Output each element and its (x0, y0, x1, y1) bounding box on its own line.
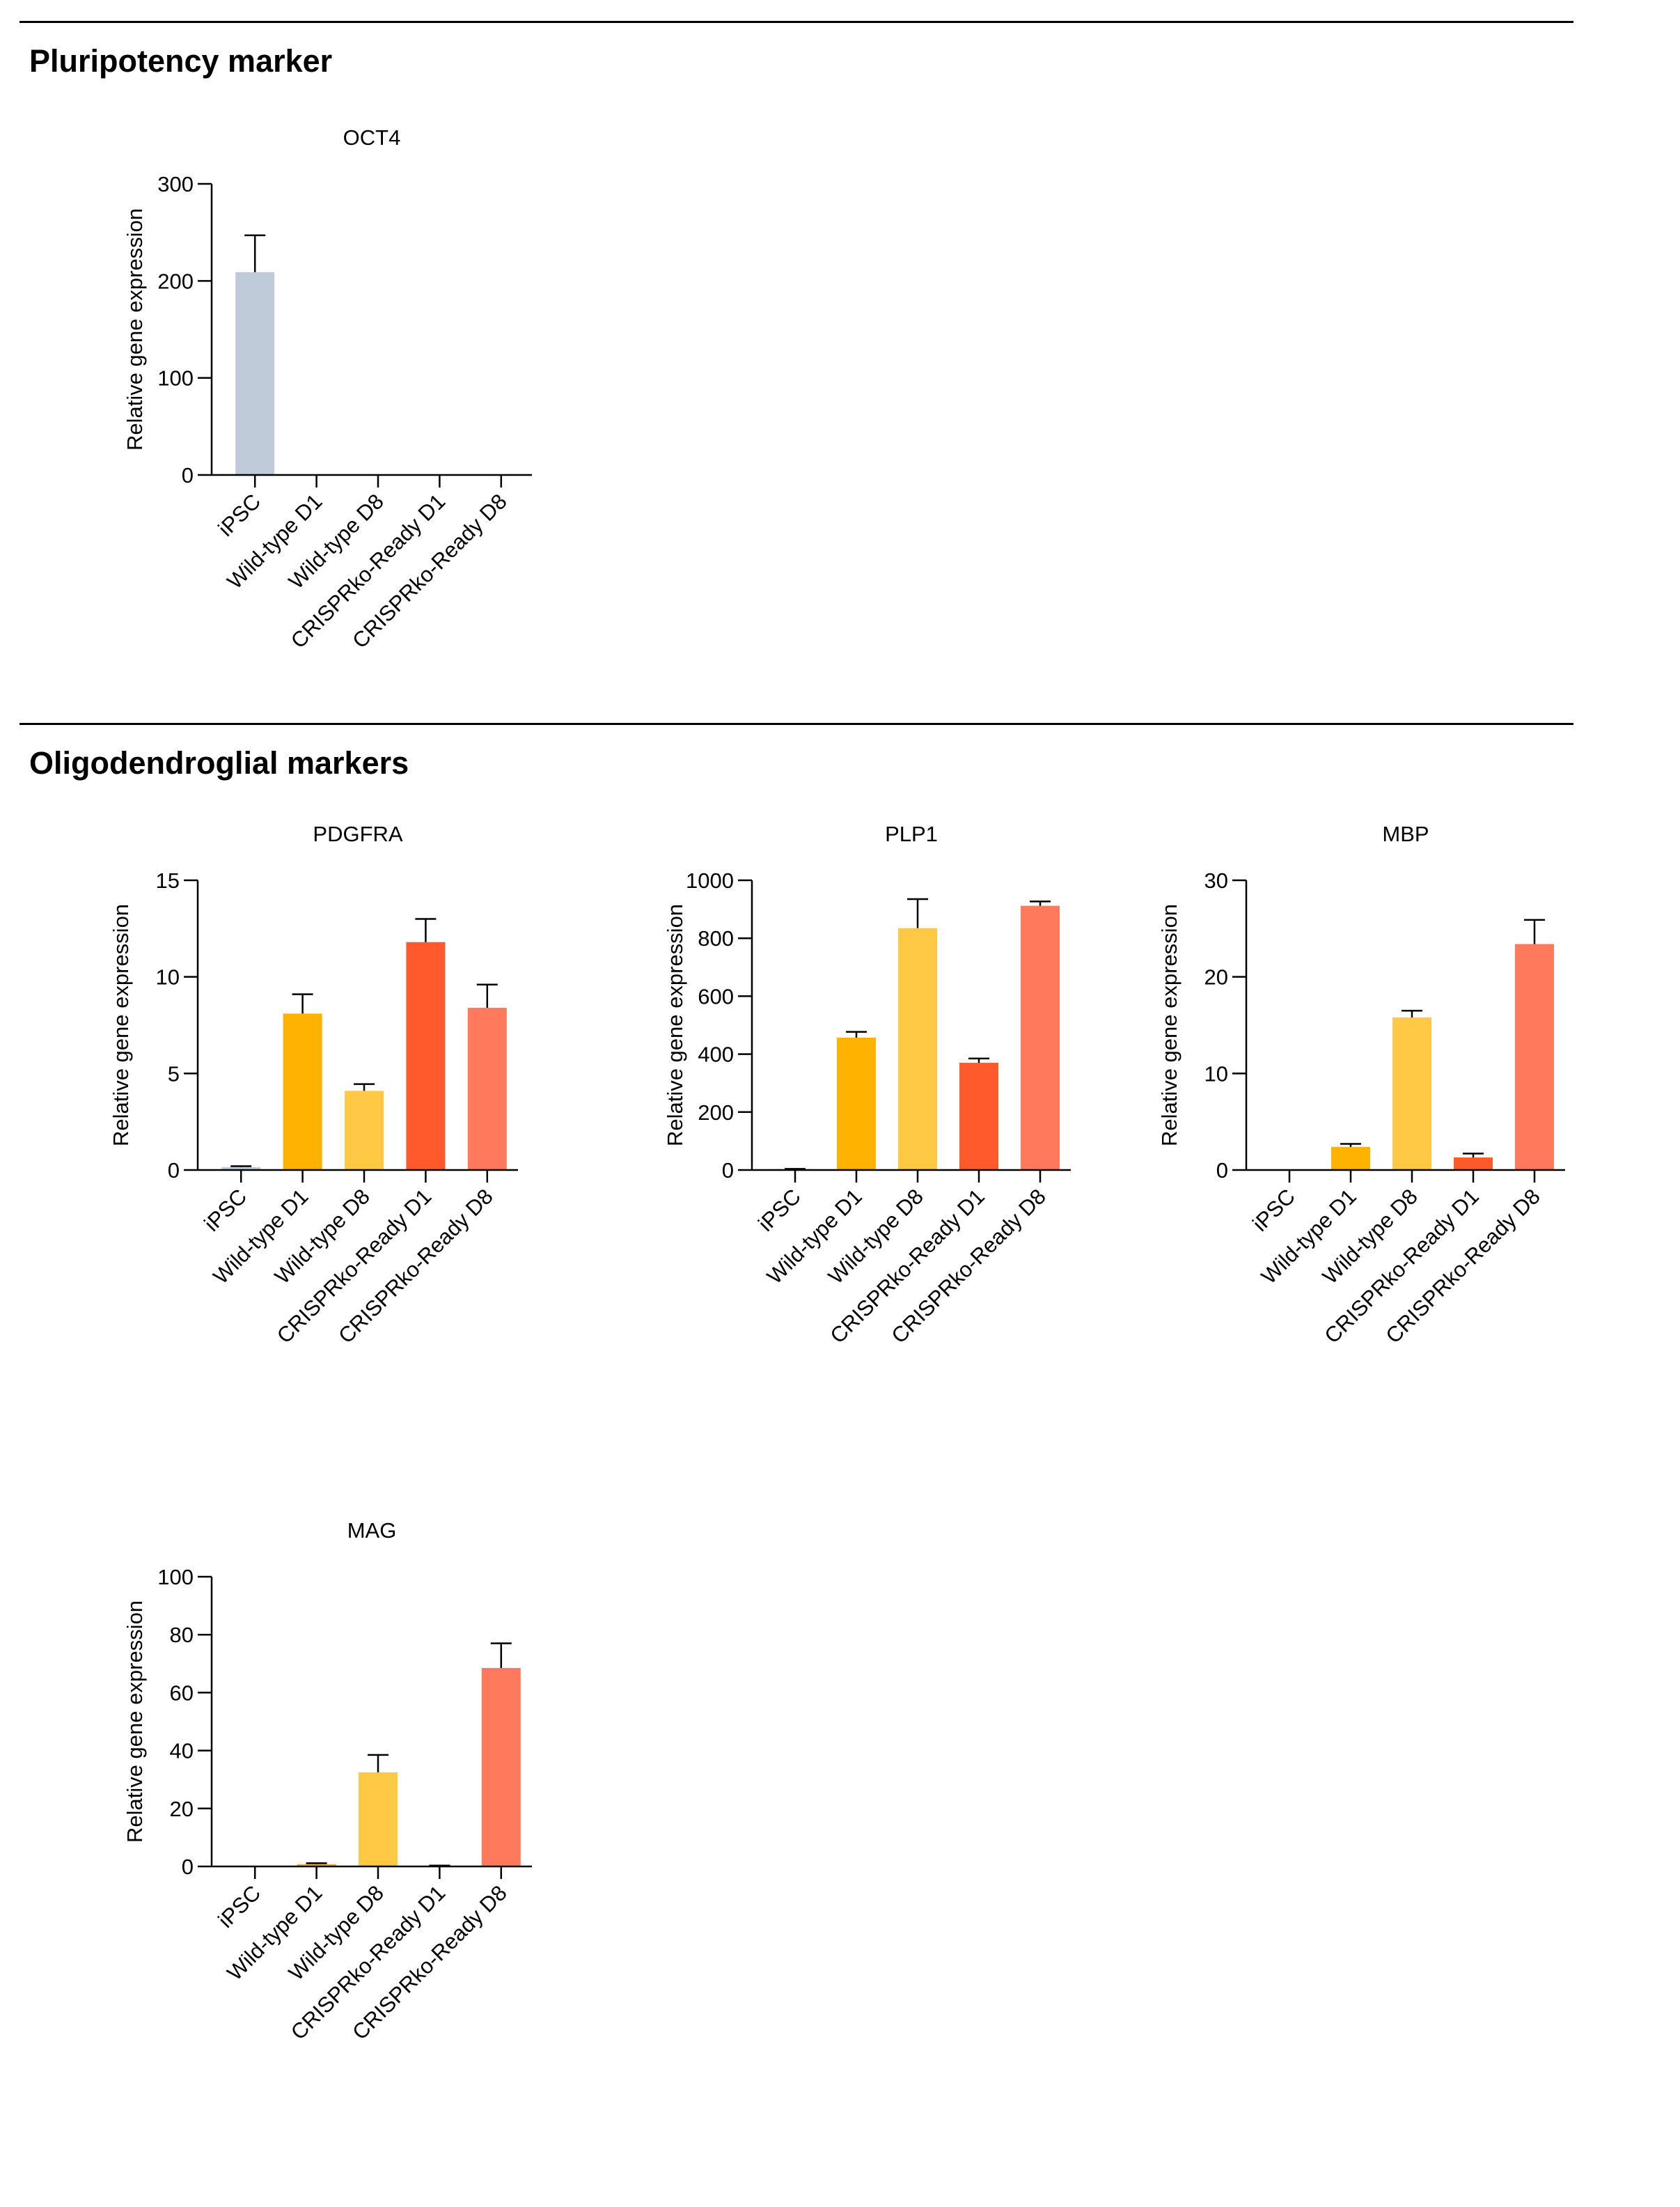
mag-ylabel: Relative gene expression (123, 1600, 147, 1843)
mbp-bar-wild-type-d8 (1392, 1017, 1431, 1170)
pdgfra-bar-ipsc (221, 1167, 261, 1170)
mag-bar-crisprko-ready-d8 (481, 1668, 521, 1866)
plp1-ytick-label-0: 0 (722, 1158, 734, 1183)
plp1-title: PLP1 (885, 822, 938, 846)
oct4-ytick-label-100: 100 (157, 366, 194, 391)
pdgfra-title: PDGFRA (313, 822, 403, 846)
plp1-bar-wild-type-d1 (837, 1037, 876, 1170)
oct4-bar-ipsc (235, 272, 275, 475)
pdgfra-bar-crisprko-ready-d1 (406, 942, 446, 1170)
oct4-ytick-label-200: 200 (157, 269, 194, 293)
plp1-bar-crisprko-ready-d1 (959, 1063, 998, 1170)
mag-ytick-label-100: 100 (157, 1565, 194, 1589)
mag-ytick-label-80: 80 (170, 1623, 194, 1647)
mbp-ytick-label-20: 20 (1204, 965, 1228, 990)
pdgfra-bar-wild-type-d8 (345, 1091, 384, 1170)
oct4-ylabel: Relative gene expression (123, 208, 147, 451)
mbp-ytick-label-10: 10 (1204, 1061, 1228, 1086)
mbp-ylabel: Relative gene expression (1157, 904, 1182, 1146)
mbp-ytick-label-0: 0 (1216, 1158, 1228, 1183)
mag-ytick-label-20: 20 (170, 1797, 194, 1821)
mbp-bar-crisprko-ready-d1 (1454, 1157, 1493, 1170)
mbp-bar-wild-type-d1 (1331, 1146, 1370, 1170)
plp1-ytick-label-600: 600 (698, 984, 734, 1008)
mag-xtick-label-ipsc: iPSC (213, 1880, 265, 1933)
pdgfra-ytick-label-15: 15 (156, 868, 180, 893)
mbp-ytick-label-30: 30 (1204, 868, 1228, 893)
mag-ytick-label-60: 60 (170, 1680, 194, 1705)
section-title-pluripotency: Pluripotency marker (29, 43, 333, 79)
mag-bar-wild-type-d1 (297, 1864, 336, 1866)
plp1-ytick-label-800: 800 (698, 926, 734, 951)
plp1-ytick-label-1000: 1000 (686, 868, 734, 893)
pdgfra-bar-wild-type-d1 (283, 1013, 322, 1170)
pdgfra-ytick-label-5: 5 (168, 1061, 180, 1086)
plp1-ylabel: Relative gene expression (663, 904, 687, 1146)
oct4-title: OCT4 (343, 125, 401, 150)
oct4-ytick-label-0: 0 (182, 463, 194, 488)
section-divider-oligodendroglial (19, 723, 1573, 725)
pdgfra-ytick-label-0: 0 (168, 1158, 180, 1183)
plp1-bar-wild-type-d8 (898, 928, 937, 1170)
plp1-ytick-label-400: 400 (698, 1043, 734, 1067)
plp1-ytick-label-200: 200 (698, 1100, 734, 1125)
pdgfra-bar-crisprko-ready-d8 (467, 1008, 507, 1170)
mbp-title: MBP (1382, 822, 1429, 846)
pdgfra-ylabel: Relative gene expression (109, 904, 133, 1146)
mag-ytick-label-0: 0 (182, 1855, 194, 1879)
mbp-bar-crisprko-ready-d8 (1515, 944, 1554, 1170)
oct4-ytick-label-300: 300 (157, 172, 194, 196)
mag-ytick-label-40: 40 (170, 1739, 194, 1763)
mag-bar-wild-type-d8 (359, 1772, 398, 1866)
section-divider-pluripotency (19, 21, 1573, 23)
mag-title: MAG (347, 1518, 397, 1543)
section-title-oligodendroglial: Oligodendroglial markers (29, 745, 409, 781)
pdgfra-ytick-label-10: 10 (156, 965, 180, 990)
plp1-bar-crisprko-ready-d8 (1021, 905, 1060, 1170)
